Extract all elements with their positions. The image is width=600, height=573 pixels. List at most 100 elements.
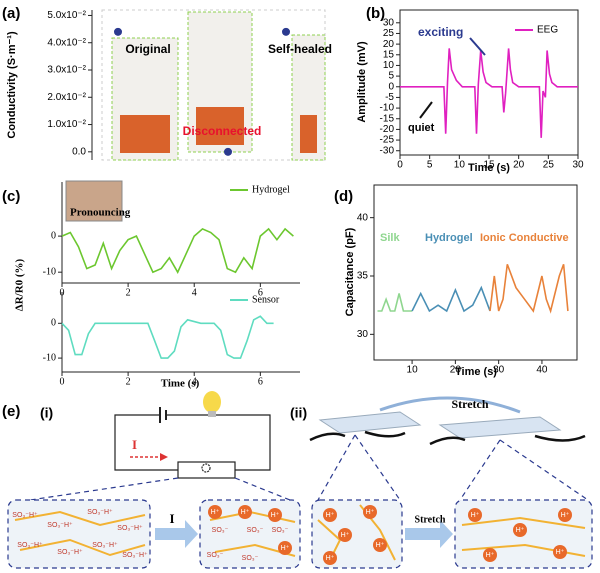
x-tick-label: 0 bbox=[397, 160, 403, 171]
y-axis-label: Capacitance (pF) bbox=[344, 227, 356, 316]
polymer-chain bbox=[19, 538, 146, 557]
x-tick-label: 5 bbox=[427, 160, 433, 171]
circuit bbox=[114, 407, 271, 479]
annotation-arrow bbox=[419, 101, 433, 119]
panel-label: (d) bbox=[334, 188, 353, 205]
series-line bbox=[61, 227, 294, 274]
slab bbox=[318, 411, 422, 434]
inset-photo bbox=[65, 180, 123, 222]
series-line bbox=[489, 264, 569, 314]
annotation: Pronouncing bbox=[70, 207, 131, 219]
y-tick-label: 3.0x10⁻² bbox=[47, 65, 86, 76]
zoom-box bbox=[7, 499, 151, 569]
stretch-label: Stretch bbox=[415, 514, 446, 525]
y-tick-label: -30 bbox=[380, 145, 395, 156]
photo-sample bbox=[300, 115, 317, 153]
y-tick-label: -10 bbox=[380, 103, 395, 114]
x-tick-label: 30 bbox=[572, 160, 584, 171]
ion-label: H⁺ bbox=[556, 549, 565, 556]
x-axis-label: Time (s) bbox=[455, 366, 497, 378]
y-tick-label: 40 bbox=[357, 212, 369, 223]
panel-label: (b) bbox=[366, 5, 385, 22]
x-tick-label: 30 bbox=[493, 365, 505, 376]
ion-label: H⁺ bbox=[516, 527, 525, 534]
proton bbox=[513, 523, 527, 537]
legend-label: Hydrogel bbox=[252, 184, 290, 195]
photo-sample bbox=[120, 115, 170, 153]
y-tick-label: 10 bbox=[383, 60, 395, 71]
x-tick-label: 4 bbox=[192, 287, 197, 298]
series-label: Hydrogel bbox=[425, 232, 473, 244]
series-line bbox=[61, 315, 274, 359]
x-tick-label: 6 bbox=[258, 287, 263, 298]
zoom-line bbox=[234, 477, 291, 501]
sample bbox=[177, 461, 236, 479]
part-label: (ii) bbox=[290, 405, 307, 421]
ion-label: H⁺ bbox=[471, 512, 480, 519]
y-tick-label: 35 bbox=[357, 271, 369, 282]
proton bbox=[558, 508, 572, 522]
ion-label: SO₃⁻H⁺ bbox=[92, 542, 118, 549]
y-axis-label: ΔR/R0 (%) bbox=[14, 258, 26, 311]
dot bbox=[114, 27, 122, 36]
proton bbox=[553, 545, 567, 559]
series-label: Ionic Conductive bbox=[480, 232, 569, 244]
proton bbox=[238, 505, 252, 519]
y-tick-label: -5 bbox=[385, 92, 394, 103]
ion-label: SO₃⁻ bbox=[212, 527, 229, 534]
wire bbox=[166, 414, 271, 471]
y-tick-label: 0 bbox=[388, 81, 394, 92]
y-tick-label: -15 bbox=[380, 113, 395, 124]
series-line bbox=[411, 285, 491, 313]
x-tick-label: 25 bbox=[543, 160, 555, 171]
wire bbox=[114, 414, 178, 471]
proton bbox=[323, 551, 337, 565]
ion-label: H⁺ bbox=[486, 552, 495, 559]
panel-label: (c) bbox=[2, 188, 20, 205]
current-label: I bbox=[169, 511, 174, 526]
y-tick-label: -10 bbox=[43, 352, 56, 363]
plot-frame bbox=[373, 184, 578, 361]
proton bbox=[323, 508, 337, 522]
proton bbox=[278, 541, 292, 555]
zoom-line bbox=[354, 434, 401, 501]
sample-spot bbox=[201, 463, 211, 473]
ion-label: SO₃⁻H⁺ bbox=[12, 512, 38, 519]
panel-label: (e) bbox=[2, 403, 20, 420]
ion-label: H⁺ bbox=[241, 509, 250, 516]
x-tick-label: 15 bbox=[483, 160, 495, 171]
ion-label: SO₃⁻H⁺ bbox=[17, 542, 43, 549]
zoom-line bbox=[459, 439, 501, 501]
bulb bbox=[203, 391, 221, 413]
electrode-wire bbox=[309, 430, 406, 442]
flow-arrow bbox=[155, 520, 198, 548]
proton bbox=[338, 528, 352, 542]
category-label: Self-healed bbox=[268, 42, 332, 56]
ion-label: SO₃⁻ bbox=[247, 527, 264, 534]
panel-label: (a) bbox=[2, 5, 20, 22]
ion-label: H⁺ bbox=[366, 509, 375, 516]
zoom-line bbox=[317, 434, 356, 501]
ion-label: H⁺ bbox=[271, 512, 280, 519]
y-tick-label: -10 bbox=[43, 266, 56, 277]
part-label: (i) bbox=[40, 405, 53, 421]
y-tick-label: 5 bbox=[388, 71, 394, 82]
x-tick-label: 0 bbox=[60, 376, 65, 387]
ion-label: SO₃⁻ bbox=[272, 527, 289, 534]
y-tick-label: 4.0x10⁻² bbox=[47, 37, 86, 48]
annotation: exciting bbox=[418, 25, 463, 39]
proton bbox=[268, 508, 282, 522]
x-tick-label: 4 bbox=[192, 376, 197, 387]
category-label: Original bbox=[125, 42, 170, 56]
ion-label: H⁺ bbox=[341, 532, 350, 539]
photo-sample bbox=[196, 107, 244, 145]
y-tick-label: 0 bbox=[51, 230, 56, 241]
proton bbox=[363, 505, 377, 519]
y-tick-label: 0 bbox=[51, 318, 56, 329]
x-tick-label: 10 bbox=[407, 365, 419, 376]
x-axis-label: Time (s) bbox=[161, 378, 200, 390]
x-tick-label: 2 bbox=[126, 287, 131, 298]
series-line bbox=[400, 48, 578, 138]
ion-label: SO₃⁻H⁺ bbox=[117, 525, 143, 532]
